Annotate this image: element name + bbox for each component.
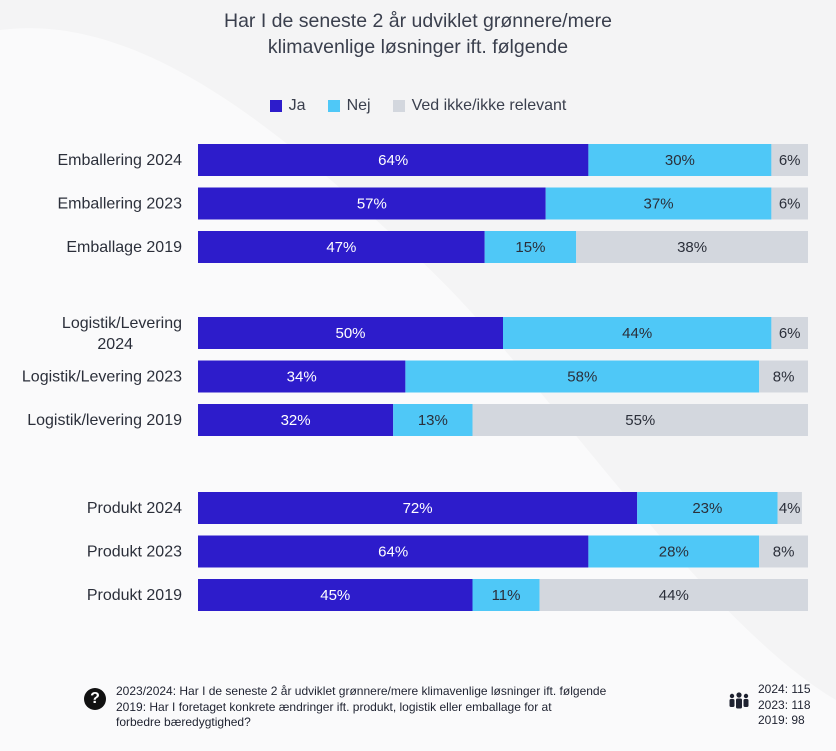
data-label-nej-emballage-2019: 15% <box>515 239 545 256</box>
data-label-nej-logistik-levering-2023: 58% <box>567 369 597 386</box>
category-label-logistik-levering-2019: Logistik/levering 2019 <box>27 412 182 429</box>
category-label-logistik-levering-2024: Logistik/Levering 2024 <box>62 315 182 353</box>
data-label-ja-emballage-2019: 47% <box>326 239 356 256</box>
question-footnote: ? 2023/2024: Har I de seneste 2 år udvik… <box>84 684 684 731</box>
category-label-emballering-2023: Emballering 2023 <box>57 196 182 213</box>
data-label-nej-emballering-2023: 37% <box>644 196 674 213</box>
question-line-2: 2019: Har I foretaget konkrete ændringer… <box>116 699 552 714</box>
bar-ja-emballering-2023 <box>198 187 546 220</box>
data-label-nej-produkt-2024: 23% <box>692 500 722 517</box>
bar-ja-produkt-2019 <box>198 579 473 611</box>
chart-title-line-2: klimavenlige løsninger ift. følgende <box>267 36 569 58</box>
legend-item-nej: Nej <box>327 97 371 115</box>
count-2024: 2024: 115 <box>758 682 811 696</box>
bar-ved-ikke-ikke-relevant-produkt-2019 <box>539 579 808 611</box>
question-icon: ? <box>84 688 106 710</box>
people-icon <box>729 692 749 709</box>
legend-swatch-ved-ikke <box>392 100 405 112</box>
data-label-nej-emballering-2024: 30% <box>665 152 695 169</box>
chart-title: Har I de seneste 2 år udviklet grønnere/… <box>0 8 836 60</box>
data-label-ja-produkt-2024: 72% <box>403 500 433 517</box>
respondent-counts: 2024: 115 2023: 118 2019: 98 <box>728 682 811 729</box>
bar-ved-ikke-ikke-relevant-logistik-levering-2023 <box>759 360 808 393</box>
count-2023: 2023: 118 <box>758 697 811 712</box>
bar-ved-ikke-ikke-relevant-emballering-2024 <box>771 144 808 176</box>
data-label-nej-logistik-levering-2019: 13% <box>418 412 448 429</box>
data-label-ved-ikke-ikke-relevant-logistik-levering-2019: 55% <box>625 412 655 429</box>
bar-ved-ikke-ikke-relevant-logistik-levering-2024 <box>771 317 808 349</box>
bar-nej-produkt-2024 <box>637 492 778 524</box>
question-line-1: 2023/2024: Har I de seneste 2 år udvikle… <box>116 684 607 698</box>
data-label-ja-produkt-2023: 64% <box>378 544 408 561</box>
data-label-ved-ikke-ikke-relevant-produkt-2024: 4% <box>779 500 801 517</box>
bar-nej-logistik-levering-2024 <box>503 317 772 349</box>
bar-nej-logistik-levering-2019 <box>393 404 473 436</box>
category-label-produkt-2023: Produkt 2023 <box>87 544 182 561</box>
legend-item-ja: Ja <box>269 97 306 115</box>
data-label-ja-logistik-levering-2019: 32% <box>281 412 311 429</box>
bar-nej-emballage-2019 <box>484 231 577 263</box>
data-label-ved-ikke-ikke-relevant-produkt-2019: 44% <box>659 587 689 604</box>
legend-item-ved-ikke: Ved ikke/ikke relevant <box>392 97 567 115</box>
counts-text: 2024: 115 2023: 118 2019: 98 <box>758 682 811 729</box>
bar-ja-emballering-2024 <box>198 144 589 176</box>
bar-nej-emballering-2023 <box>545 187 772 220</box>
data-label-ja-emballering-2023: 57% <box>357 196 387 213</box>
chart-title-line-1: Har I de seneste 2 år udviklet grønnere/… <box>223 10 613 32</box>
data-label-ved-ikke-ikke-relevant-produkt-2023: 8% <box>773 544 795 561</box>
bar-ja-emballage-2019 <box>198 231 485 263</box>
data-label-ja-produkt-2019: 45% <box>320 587 350 604</box>
legend-label-ved-ikke: Ved ikke/ikke relevant <box>411 97 567 114</box>
bar-ja-logistik-levering-2024 <box>198 317 503 349</box>
data-label-ved-ikke-ikke-relevant-emballage-2019: 38% <box>677 239 707 256</box>
data-label-ved-ikke-ikke-relevant-logistik-levering-2024: 6% <box>779 325 801 342</box>
bar-ja-logistik-levering-2023 <box>198 360 406 393</box>
legend-swatch-ja <box>269 100 282 112</box>
data-label-nej-logistik-levering-2024: 44% <box>622 325 652 342</box>
count-2019: 2019: 98 <box>758 713 805 727</box>
bar-ved-ikke-ikke-relevant-emballage-2019 <box>576 231 808 263</box>
data-label-ved-ikke-ikke-relevant-emballering-2023: 6% <box>779 196 801 213</box>
bar-ved-ikke-ikke-relevant-produkt-2024 <box>777 492 802 524</box>
data-label-ja-logistik-levering-2024: 50% <box>335 325 365 342</box>
bar-ved-ikke-ikke-relevant-produkt-2023 <box>759 535 808 568</box>
bar-ved-ikke-ikke-relevant-emballering-2023 <box>771 187 808 220</box>
bar-nej-produkt-2023 <box>588 535 760 568</box>
bar-ja-produkt-2023 <box>198 535 589 568</box>
bar-ved-ikke-ikke-relevant-logistik-levering-2019 <box>472 404 808 436</box>
category-label-emballage-2019: Emballage 2019 <box>66 239 182 256</box>
question-text: 2023/2024: Har I de seneste 2 år udvikle… <box>116 684 606 731</box>
category-label-emballering-2024: Emballering 2024 <box>57 152 182 169</box>
data-label-nej-produkt-2019: 11% <box>492 587 521 604</box>
question-line-3: forbedre bæredygtighed? <box>116 715 251 729</box>
legend-label-ja: Ja <box>288 97 306 114</box>
data-label-ved-ikke-ikke-relevant-emballering-2024: 6% <box>779 152 801 169</box>
legend-label-nej: Nej <box>346 97 371 114</box>
data-label-ved-ikke-ikke-relevant-logistik-levering-2023: 8% <box>773 369 795 386</box>
category-label-produkt-2024: Produkt 2024 <box>87 500 182 517</box>
bar-nej-logistik-levering-2023 <box>405 360 760 393</box>
bar-nej-produkt-2019 <box>472 579 540 611</box>
bar-ja-produkt-2024 <box>198 492 638 524</box>
chart-legend: Ja Nej Ved ikke/ikke relevant <box>0 97 836 115</box>
bar-nej-emballering-2024 <box>588 144 772 176</box>
data-label-ja-logistik-levering-2023: 34% <box>287 369 317 386</box>
category-label-produkt-2019: Produkt 2019 <box>87 587 182 604</box>
legend-swatch-nej <box>327 100 340 112</box>
bar-ja-logistik-levering-2019 <box>198 404 394 436</box>
data-label-ja-emballering-2024: 64% <box>378 152 408 169</box>
data-label-nej-produkt-2023: 28% <box>659 544 689 561</box>
category-label-logistik-levering-2023: Logistik/Levering 2023 <box>22 369 182 386</box>
